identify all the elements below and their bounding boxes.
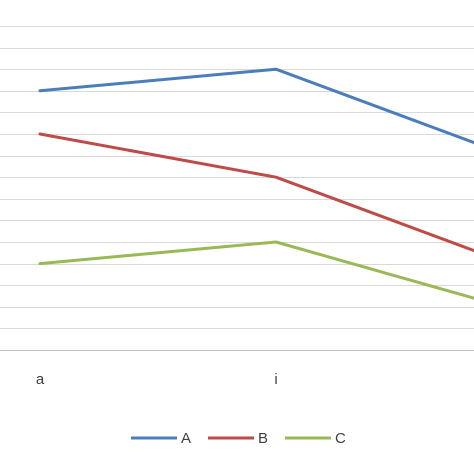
gridlines <box>0 26 474 329</box>
legend-label: A <box>181 430 191 447</box>
series-line-A <box>38 67 474 145</box>
series-line-B <box>38 132 474 253</box>
x-tick-label: i <box>274 371 277 388</box>
x-tick-label: a <box>36 371 45 388</box>
series-layer <box>38 67 474 300</box>
series-line-C <box>38 240 474 300</box>
legend-label: C <box>335 430 346 447</box>
legend: A B C <box>131 430 346 447</box>
legend-item-A: A <box>131 430 191 447</box>
legend-item-B: B <box>208 430 268 447</box>
legend-item-C: C <box>285 430 346 447</box>
legend-label: B <box>258 430 268 447</box>
